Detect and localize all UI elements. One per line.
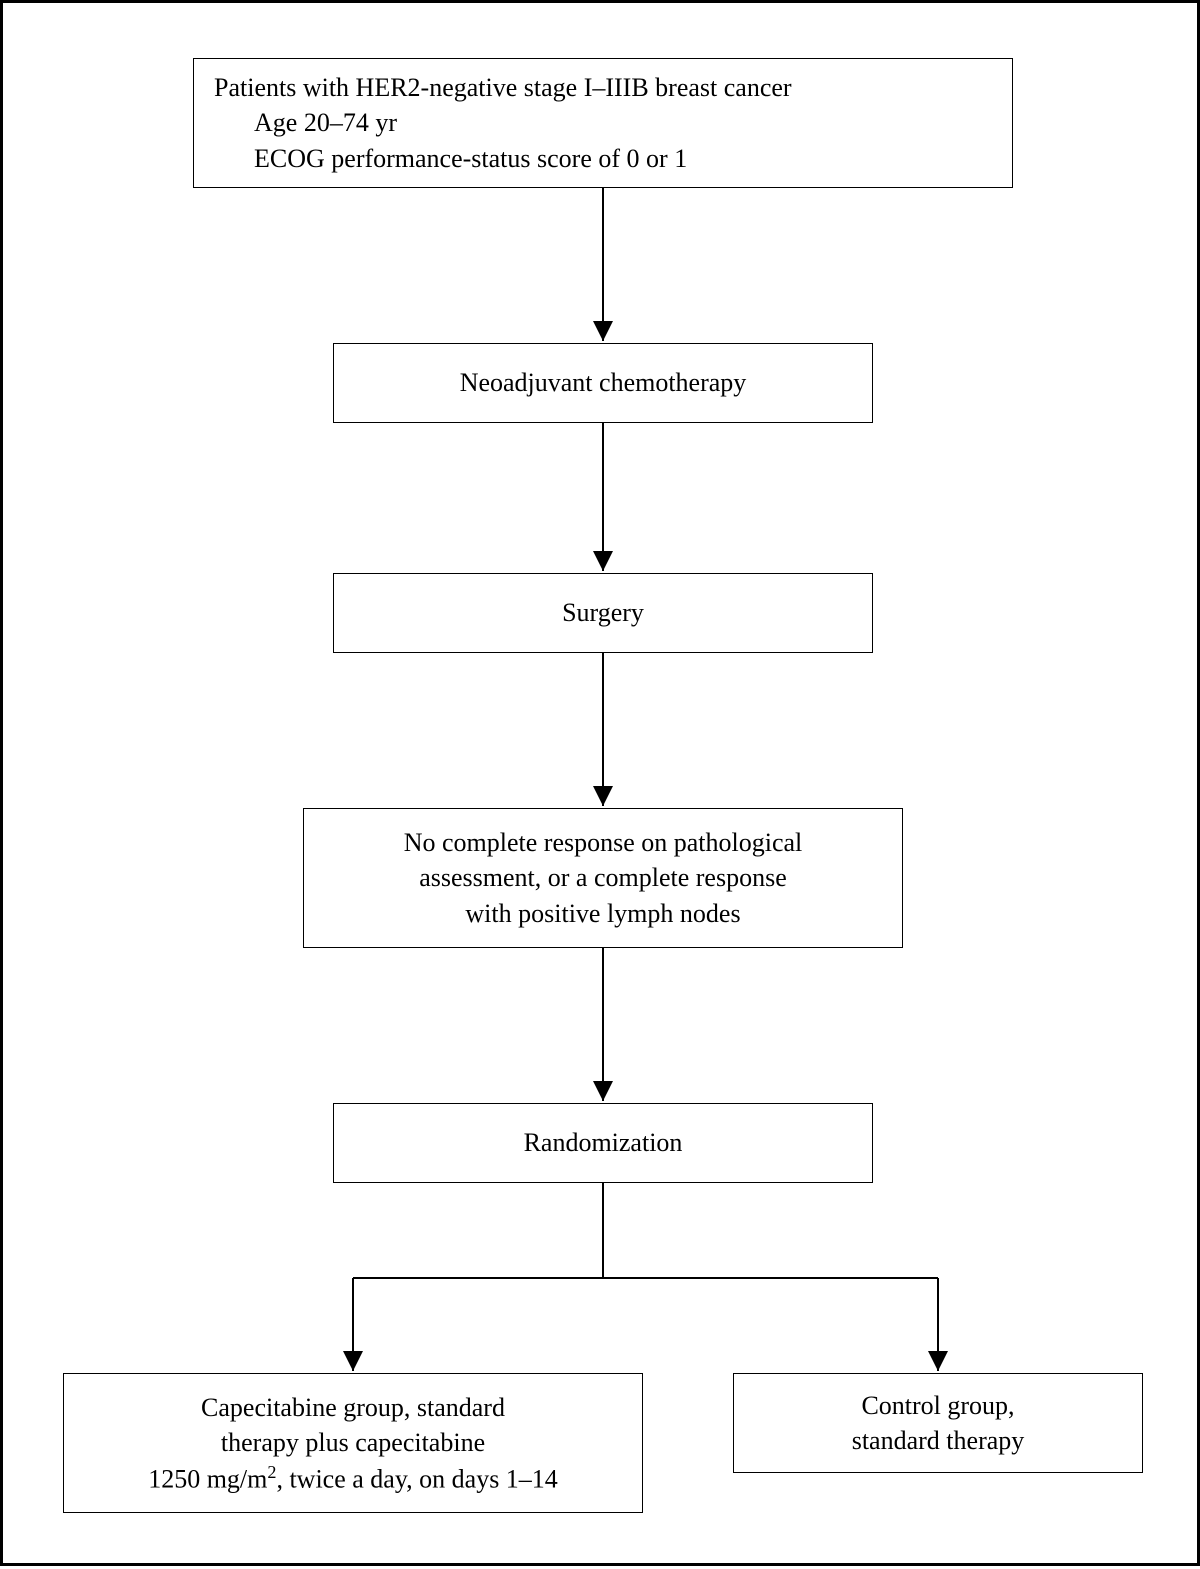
inclusion-line-1: Patients with HER2-negative stage I–IIIB… [214, 70, 792, 105]
response-line-3: with positive lymph nodes [324, 896, 882, 931]
node-capecitabine: Capecitabine group, standard therapy plu… [63, 1373, 643, 1513]
control-line-2: standard therapy [754, 1423, 1122, 1458]
connectors-svg [3, 3, 1200, 1569]
inclusion-line-2: Age 20–74 yr [214, 105, 397, 140]
diagram-frame: Patients with HER2-negative stage I–IIIB… [0, 0, 1200, 1566]
capecitabine-line-3: 1250 mg/m2, twice a day, on days 1–14 [84, 1460, 622, 1497]
node-control: Control group, standard therapy [733, 1373, 1143, 1473]
randomization-text: Randomization [354, 1125, 852, 1160]
control-line-1: Control group, [754, 1388, 1122, 1423]
response-line-2: assessment, or a complete response [324, 860, 882, 895]
node-neoadjuvant: Neoadjuvant chemotherapy [333, 343, 873, 423]
response-line-1: No complete response on pathological [324, 825, 882, 860]
node-surgery: Surgery [333, 573, 873, 653]
capecitabine-line-2: therapy plus capecitabine [84, 1425, 622, 1460]
node-randomization: Randomization [333, 1103, 873, 1183]
capecitabine-line-1: Capecitabine group, standard [84, 1390, 622, 1425]
node-response: No complete response on pathological ass… [303, 808, 903, 948]
node-inclusion: Patients with HER2-negative stage I–IIIB… [193, 58, 1013, 188]
neoadjuvant-text: Neoadjuvant chemotherapy [354, 365, 852, 400]
inclusion-line-3: ECOG performance-status score of 0 or 1 [214, 141, 687, 176]
surgery-text: Surgery [354, 595, 852, 630]
